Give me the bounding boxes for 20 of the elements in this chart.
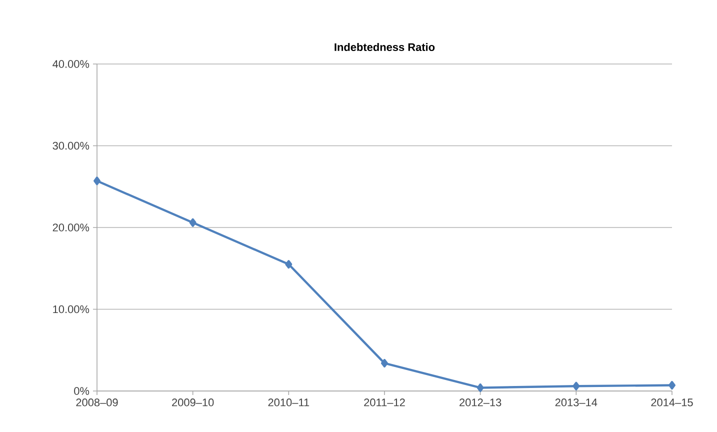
y-tick-label: 30.00% (52, 142, 90, 150)
point (285, 260, 292, 269)
point (572, 382, 580, 390)
x-tick-label: 2013–14 (555, 398, 598, 406)
x-tick-label: 2009–10 (172, 398, 214, 406)
x-tick-label: 2012–13 (460, 398, 502, 406)
y-tick-label: 0% (74, 387, 90, 395)
y-tick-label: 10.00% (53, 305, 90, 314)
point (94, 176, 100, 186)
y-tick-label: 20.00% (52, 224, 90, 232)
point (189, 218, 196, 227)
chart-title: Indebtedness Ratio (334, 42, 435, 52)
x-tick-label: 2008–09 (76, 398, 118, 406)
y-tick-label: 40.00% (52, 60, 90, 68)
point (381, 358, 388, 368)
point (476, 383, 484, 392)
x-tick-label: 2010–11 (268, 398, 310, 406)
x-tick-label: 2011–12 (364, 398, 405, 406)
x-tick-label: 2014–15 (651, 398, 693, 406)
point (668, 380, 676, 390)
